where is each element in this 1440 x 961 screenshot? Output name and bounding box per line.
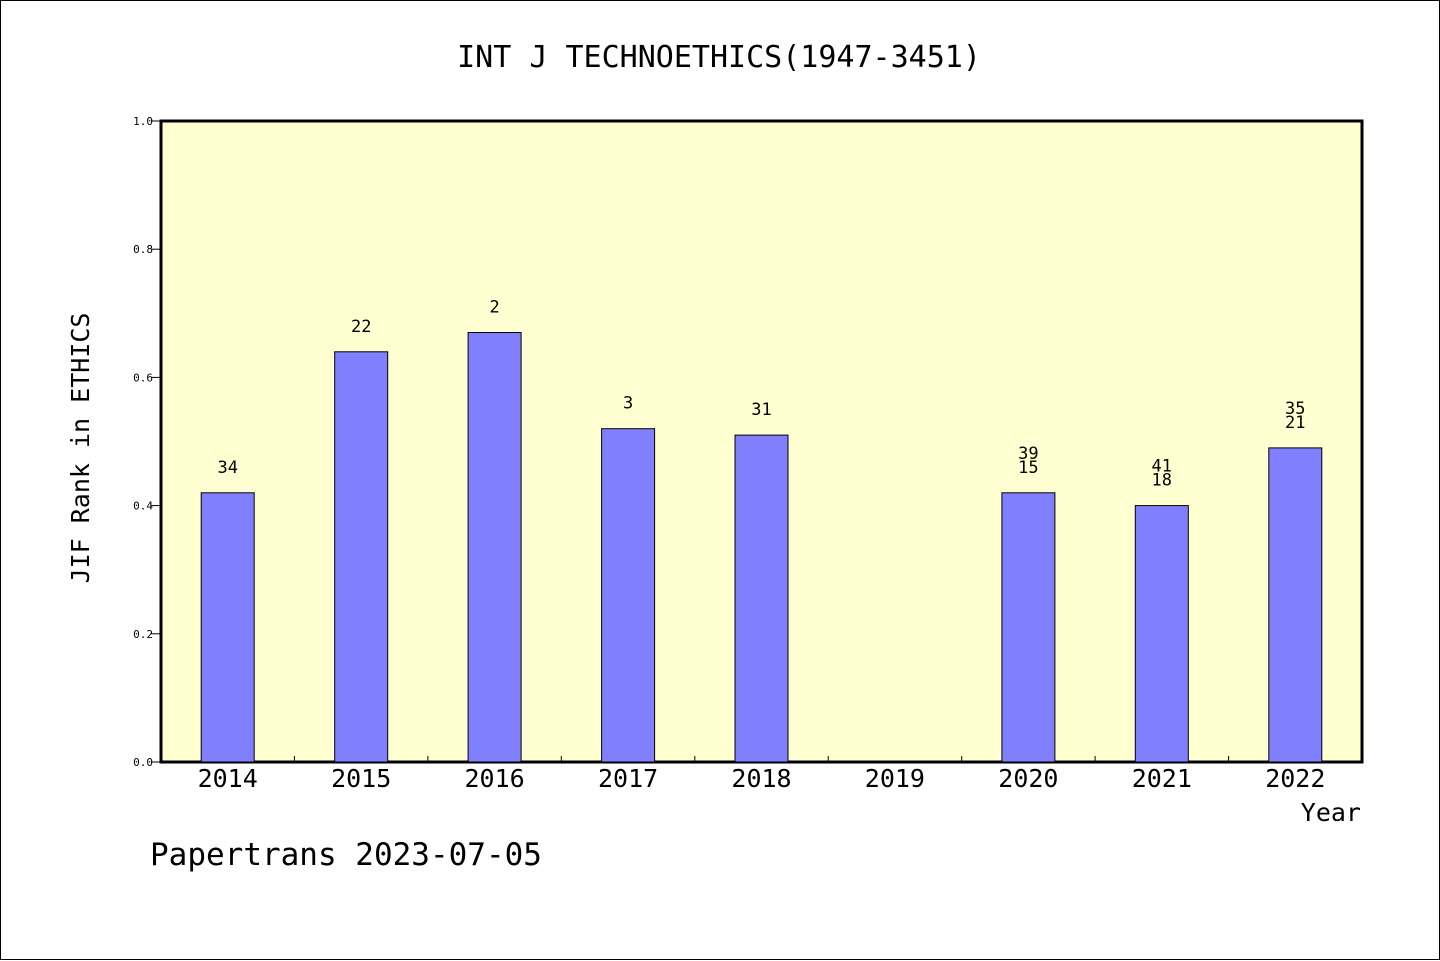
y-tick-label-2: 0.4 bbox=[133, 500, 153, 513]
x-tick-label-2017: 2017 bbox=[598, 764, 658, 793]
x-tick-label-2022: 2022 bbox=[1265, 764, 1325, 793]
footer-watermark: Papertrans 2023-07-05 bbox=[150, 837, 542, 873]
bar-label-2021-0: 41 bbox=[1152, 457, 1172, 477]
y-axis-title: JIF Rank in ETHICS bbox=[66, 313, 95, 584]
x-axis: 2014 2015 2016 2017 2018 2019 2020 2021 2022 bbox=[198, 756, 1325, 793]
bar-2016 bbox=[467, 332, 522, 763]
bar-label-2022-1: 21 bbox=[1285, 413, 1305, 433]
bar-label-2022-0: 35 bbox=[1285, 399, 1305, 419]
bar-label-2020-0: 39 bbox=[1018, 444, 1038, 464]
bar-2014 bbox=[200, 492, 255, 763]
y-tick-label-5: 1.0 bbox=[133, 115, 153, 128]
x-axis-title: Year bbox=[1301, 798, 1361, 827]
bar-2017 bbox=[601, 428, 656, 763]
x-tick-label-2019: 2019 bbox=[865, 764, 925, 793]
bar-label-2018-0: 31 bbox=[751, 400, 771, 420]
y-tick-label-4: 0.8 bbox=[133, 243, 153, 256]
bar-label-2017-0: 3 bbox=[623, 394, 633, 414]
bar-2022 bbox=[1268, 447, 1323, 763]
bar-label-2014-0: 34 bbox=[217, 458, 237, 478]
bar-2015 bbox=[334, 351, 389, 763]
chart-title: INT J TECHNOETHICS(1947-3451) bbox=[457, 40, 981, 75]
bar-label-2021-1: 18 bbox=[1152, 471, 1172, 491]
bars-group bbox=[200, 332, 1323, 763]
x-tick-label-2014: 2014 bbox=[198, 764, 258, 793]
y-tick-label-3: 0.6 bbox=[133, 371, 153, 384]
bar-label-2015-0: 22 bbox=[351, 317, 371, 337]
bar-label-2020-1: 15 bbox=[1018, 458, 1038, 478]
y-tick-label-1: 0.2 bbox=[133, 628, 153, 641]
x-tick-label-2021: 2021 bbox=[1132, 764, 1192, 793]
y-tick-label-0: 0.0 bbox=[133, 756, 153, 769]
bar-2018 bbox=[734, 434, 789, 763]
x-tick-label-2018: 2018 bbox=[731, 764, 791, 793]
x-tick-label-2016: 2016 bbox=[464, 764, 524, 793]
x-tick-label-2020: 2020 bbox=[998, 764, 1058, 793]
bar-label-2016-0: 2 bbox=[489, 298, 499, 318]
y-axis: 0.0 0.2 0.4 0.6 0.8 1.0 bbox=[133, 115, 161, 769]
bar-2021 bbox=[1134, 505, 1189, 763]
x-tick-label-2015: 2015 bbox=[331, 764, 391, 793]
bar-2020 bbox=[1001, 492, 1056, 763]
